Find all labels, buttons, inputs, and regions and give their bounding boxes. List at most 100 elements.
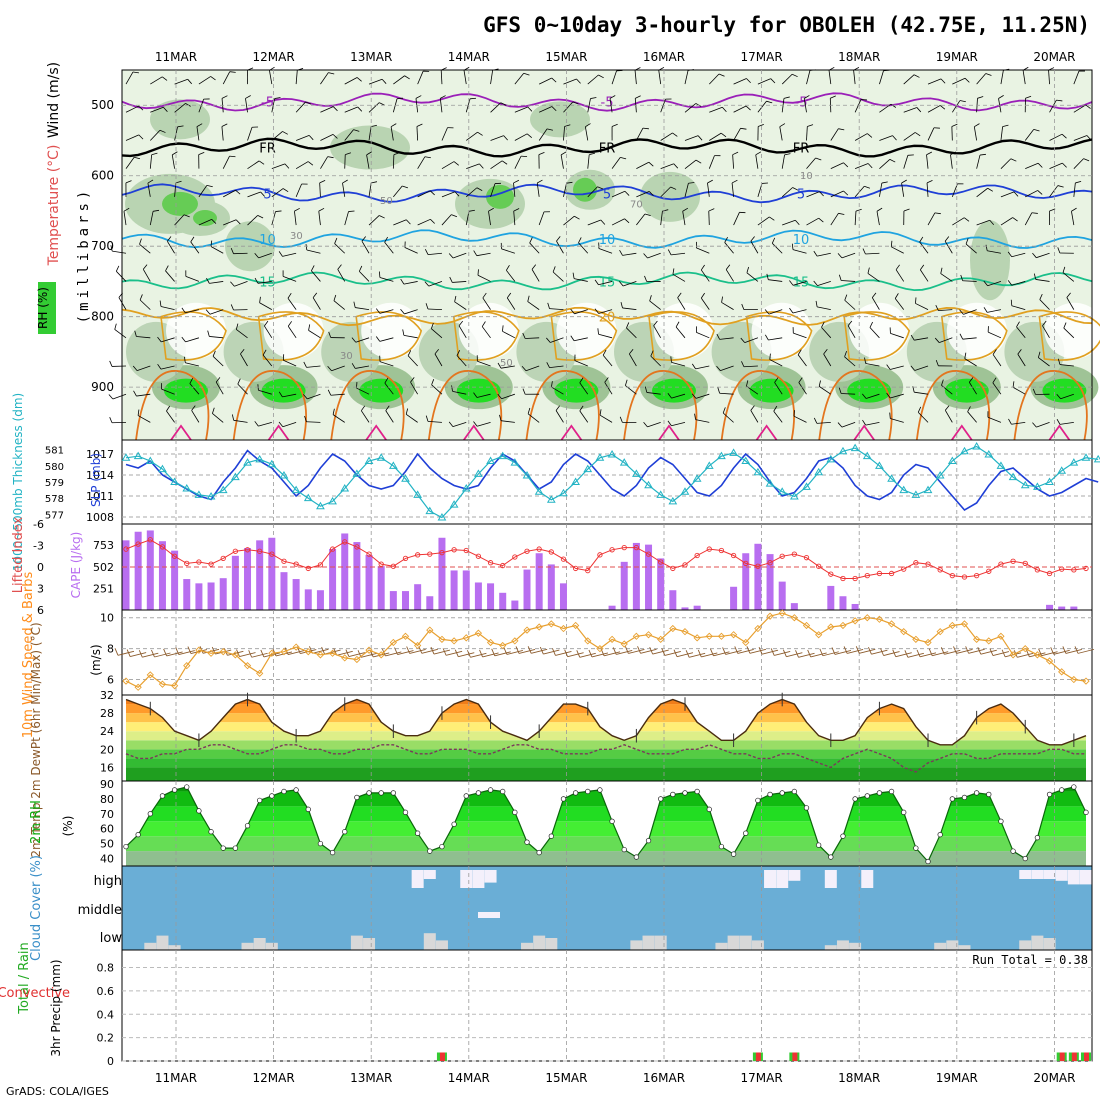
wind-barb	[672, 273, 686, 282]
wind-barb-flag	[311, 265, 315, 271]
wind-barb	[125, 105, 139, 113]
li-marker	[305, 565, 311, 572]
thickness-marker	[437, 513, 447, 521]
thickness-tick-label: 580	[45, 462, 64, 473]
surface-wind-barb-flag	[989, 648, 994, 656]
wind-barb-flag	[402, 329, 405, 336]
rh-tick-label: 50	[100, 838, 114, 851]
wind-barb-flag	[132, 71, 139, 74]
wind-barb-flag	[599, 409, 602, 416]
wind-barb-flag	[725, 264, 731, 270]
thickness-marker	[729, 448, 738, 456]
li-marker	[694, 552, 700, 559]
wind-barb	[709, 106, 723, 113]
high-cloud-bar	[411, 870, 424, 888]
thickness-marker	[826, 454, 836, 463]
temp-band	[126, 699, 1086, 705]
surface-wind-barb-flag	[770, 648, 775, 656]
wind-barb-flag	[522, 332, 526, 339]
wind-barb	[976, 73, 987, 85]
wind-barb-flag	[1010, 158, 1017, 162]
wind-barb-flag	[1057, 185, 1064, 188]
wind-barb-flag	[497, 362, 502, 369]
bottom-date-label: 13MAR	[350, 1071, 392, 1085]
wind-barb-flag	[521, 366, 527, 372]
surface-wind-barb	[1017, 652, 1034, 658]
surface-wind-barb	[834, 649, 852, 655]
wind-speed-marker	[341, 654, 349, 662]
cape-bar	[523, 569, 531, 610]
rh-marker	[621, 846, 627, 853]
wind-barb	[628, 353, 637, 367]
wind-barb-flag	[1062, 266, 1066, 273]
wind-barb	[262, 354, 273, 367]
wind-barb-flag	[731, 179, 738, 184]
wind-barb-flag	[1039, 293, 1043, 300]
wind-barb	[171, 154, 176, 169]
wind-barb-flag	[818, 380, 821, 387]
rh-moist-core	[162, 191, 198, 216]
wind-barb-flag	[867, 133, 873, 138]
wind-barb	[344, 211, 349, 226]
wind-barb-flag	[1032, 388, 1036, 395]
rh-marker	[123, 843, 129, 850]
low-cloud-bar	[654, 935, 667, 950]
high-cloud-bar	[788, 870, 801, 881]
wind-barb	[793, 332, 807, 339]
rh-marker	[1046, 791, 1053, 798]
wind-barb	[660, 163, 674, 170]
wind-speed-marker	[195, 646, 203, 654]
wind-barb	[417, 71, 424, 85]
wind-barb	[185, 337, 200, 343]
wind-barb	[894, 298, 905, 310]
rh-contour-fill	[944, 378, 989, 403]
wind-barb-flag	[720, 132, 727, 138]
wind-barb-flag	[254, 253, 259, 259]
top-date-label: 18MAR	[838, 50, 880, 64]
wind-barb-flag	[960, 274, 964, 281]
wind-barb	[150, 130, 161, 141]
wind-speed-marker	[900, 627, 908, 636]
wind-barb	[598, 281, 613, 286]
wind-barb-flag	[1083, 158, 1090, 162]
wind-barb	[854, 163, 869, 170]
wind-barb	[259, 302, 273, 310]
surface-wind-barb	[616, 650, 633, 655]
surface-wind-barb	[130, 652, 147, 657]
wind-barb-flag	[305, 244, 308, 251]
rh-marker	[876, 790, 883, 796]
top-date-label: 16MAR	[643, 50, 685, 64]
wind-barb-flag	[914, 132, 921, 137]
wind-barb	[1073, 104, 1086, 113]
thickness-marker	[802, 482, 811, 490]
wind-barb	[733, 105, 747, 113]
wind-barb-flag	[235, 323, 239, 330]
thickness-marker	[474, 469, 483, 477]
wind-barb-flag	[254, 421, 259, 427]
slp-line	[125, 449, 1099, 512]
temperature-contour-20	[843, 311, 911, 361]
wind-barb	[223, 189, 236, 198]
wind-barb-flag	[303, 361, 307, 368]
precip-tick-label: 0	[107, 1055, 114, 1068]
low-cloud-bar	[156, 935, 169, 950]
surface-wind-barb	[1065, 648, 1082, 654]
wind-barb	[384, 382, 394, 395]
li-marker	[597, 552, 603, 558]
wind-barb	[951, 100, 961, 113]
cape-bar	[329, 548, 337, 610]
temperature-contour-30	[853, 424, 875, 441]
bottom-date-label: 12MAR	[253, 1071, 295, 1085]
high-cloud-bar	[1067, 870, 1080, 885]
wind-speed-marker	[596, 644, 604, 653]
wind-speed-marker	[815, 631, 823, 639]
wind-barb-flag	[206, 184, 213, 188]
surface-wind-barb-flag	[321, 646, 325, 655]
wind-speed-marker	[972, 635, 981, 644]
wind-speed-marker	[912, 635, 920, 644]
li-marker	[184, 560, 190, 567]
surface-wind-barb	[664, 651, 681, 656]
wind-barb	[806, 157, 816, 169]
surface-wind-barb-flag	[782, 649, 787, 657]
high-cloud-bar	[1043, 870, 1056, 879]
